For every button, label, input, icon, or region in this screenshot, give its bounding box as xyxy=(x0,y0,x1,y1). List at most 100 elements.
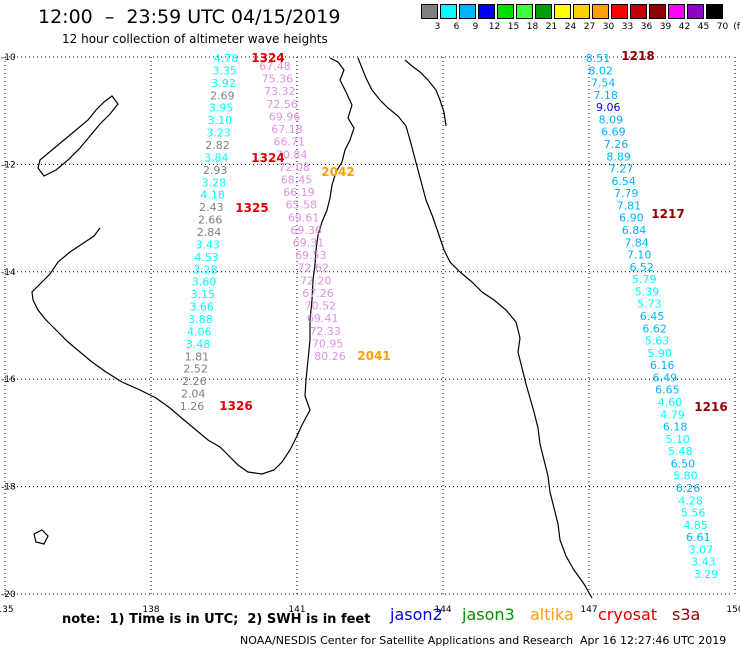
wave-height-value: 67.48 xyxy=(259,60,291,73)
wave-height-value: 6.18 xyxy=(663,421,688,434)
graticule xyxy=(4,56,736,595)
wave-height-value: 9.06 xyxy=(596,101,621,114)
latitude-label: -16 xyxy=(1,375,16,385)
pass-time-label: 2042 xyxy=(321,165,354,179)
wave-height-value: 72.62 xyxy=(298,262,330,275)
latitude-label: -12 xyxy=(1,160,16,170)
coastline-arnhem xyxy=(37,95,119,177)
colorbar-swatch xyxy=(611,4,628,19)
colorbar-label: 21 xyxy=(545,22,558,32)
wave-height-value: 2.66 xyxy=(198,214,223,227)
legend-altika: altika xyxy=(530,605,574,624)
coastline-islands-east xyxy=(404,59,447,127)
wave-height-value: 8.02 xyxy=(588,64,613,77)
wave-height-value: 4.85 xyxy=(683,519,708,532)
wave-height-value: 69.31 xyxy=(293,237,325,250)
colorbar-label: 33 xyxy=(621,22,634,32)
wave-height-value: 3.84 xyxy=(204,151,229,164)
wave-height-value: 3.35 xyxy=(213,64,238,77)
wave-height-value: 70.52 xyxy=(305,300,337,313)
wave-height-value: 72.33 xyxy=(309,325,341,338)
wave-height-value: 69.53 xyxy=(295,249,327,262)
latitude-label: -18 xyxy=(1,483,16,493)
wave-height-value: 5.90 xyxy=(647,347,672,360)
wave-height-value: 65.58 xyxy=(286,199,318,212)
colorbar-swatch xyxy=(573,4,590,19)
wave-height-value: 69.36 xyxy=(290,224,322,237)
source-credit: NOAA/NESDIS Center for Satellite Applica… xyxy=(240,634,574,647)
colorbar-label: 30 xyxy=(602,22,615,32)
wave-height-value: 6.65 xyxy=(655,384,680,397)
colorbar-label: 3 xyxy=(434,22,441,32)
wave-height-value: 75.36 xyxy=(262,73,294,86)
wave-height-value: 5.56 xyxy=(681,507,706,520)
colorbar-swatch xyxy=(478,4,495,19)
colorbar-label: 18 xyxy=(526,22,539,32)
colorbar-swatch xyxy=(630,4,647,19)
wave-height-value: 3.10 xyxy=(208,114,233,127)
wave-height-value: 68.45 xyxy=(281,174,313,187)
colorbar-swatch xyxy=(440,4,457,19)
wave-height-value: 66.19 xyxy=(283,186,315,199)
colorbar-label: 15 xyxy=(507,22,520,32)
wave-height-value: 4.53 xyxy=(194,251,219,264)
altimeter-tracks: 4.783.353.922.693.953.103.232.823.842.93… xyxy=(180,52,719,581)
wave-height-value: 66.71 xyxy=(274,136,306,149)
colorbar-label: 70 xyxy=(716,22,729,32)
wave-height-value: 2.26 xyxy=(182,375,207,388)
pass-time-label: 1324 xyxy=(251,151,284,165)
wave-height-value: 6.45 xyxy=(640,310,665,323)
longitude-label: 150 xyxy=(726,605,740,615)
colorbar-label: 36 xyxy=(640,22,653,32)
colorbar-label: 12 xyxy=(488,22,501,32)
wave-height-value: 2.43 xyxy=(199,201,224,214)
wave-height-value: 3.88 xyxy=(188,313,213,326)
latitude-label: -14 xyxy=(1,268,16,278)
wave-height-value: 3.95 xyxy=(209,102,234,115)
generated-timestamp: Apr 16 12:27:46 UTC 2019 xyxy=(580,634,727,647)
wave-height-value: 6.50 xyxy=(671,457,696,470)
wave-height-value: 72.56 xyxy=(266,98,298,111)
wave-height-value: 4.78 xyxy=(214,52,239,65)
colorbar-label: 9 xyxy=(472,22,479,32)
wave-height-value: 5.63 xyxy=(645,335,670,348)
wave-height-value: 5.80 xyxy=(673,470,698,483)
wave-height-value: 69.96 xyxy=(269,110,301,123)
wave-height-value: 7.26 xyxy=(604,138,629,151)
longitude-label: 135 xyxy=(0,605,14,615)
wave-height-value: 6.52 xyxy=(629,261,654,274)
colorbar-swatch xyxy=(535,4,552,19)
colorbar-swatch xyxy=(554,4,571,19)
wave-height-value: 8.51 xyxy=(586,52,611,65)
colorbar-label: 24 xyxy=(564,22,577,32)
wave-height-value: 2.52 xyxy=(183,363,208,376)
wave-height-value: 6.61 xyxy=(686,531,711,544)
coastline-cape-york-east xyxy=(357,57,593,599)
colorbar-swatch xyxy=(421,4,438,19)
wave-height-value: 6.84 xyxy=(622,224,647,237)
wave-height-value: 2.82 xyxy=(205,139,230,152)
wave-height-value: 1.26 xyxy=(180,400,205,413)
wave-height-value: 4.06 xyxy=(187,325,212,338)
wave-height-value: 4.18 xyxy=(200,189,225,202)
colorbar-label: 42 xyxy=(678,22,691,32)
page-subtitle: 12 hour collection of altimeter wave hei… xyxy=(62,32,328,46)
colorbar-swatch xyxy=(516,4,533,19)
wave-height-value: 6.62 xyxy=(642,322,667,335)
coastline-cape-york-west xyxy=(31,57,355,475)
wave-height-value: 3.43 xyxy=(691,556,716,569)
legend-jason3: jason3 xyxy=(462,605,515,624)
pass-time-label: 1217 xyxy=(651,207,684,221)
wave-height-value: 3.15 xyxy=(191,288,216,301)
wave-height-value: 7.10 xyxy=(627,249,652,262)
colorbar-swatch xyxy=(687,4,704,19)
wave-height-value: 72.08 xyxy=(278,161,310,174)
wave-height-value: 3.92 xyxy=(211,77,236,90)
longitude-label: 138 xyxy=(142,605,159,615)
wave-height-value: 69.61 xyxy=(288,211,320,224)
wave-height-value: 3.28 xyxy=(202,176,227,189)
coastline xyxy=(31,57,593,599)
pass-time-labels: 1324 1324 1325 1326 2042 2041 1218 1217 1216 xyxy=(219,49,727,414)
wave-height-value: 5.48 xyxy=(668,445,693,458)
